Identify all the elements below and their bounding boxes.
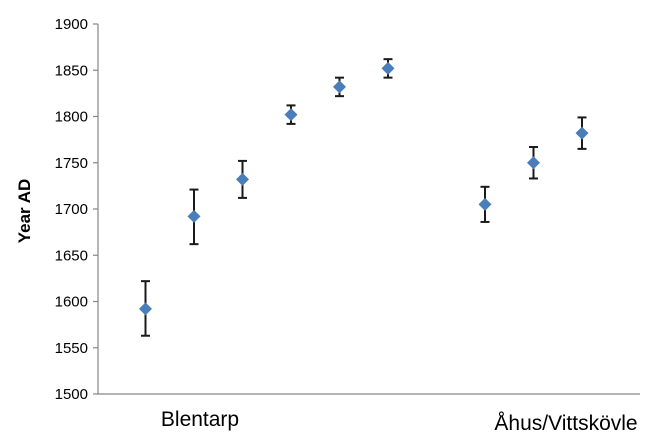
data-points xyxy=(139,58,589,337)
data-point xyxy=(527,146,540,180)
y-tick-label: 1850 xyxy=(55,62,88,79)
y-tick-label: 1650 xyxy=(55,247,88,264)
category-label-blentarp: Blentarp xyxy=(161,408,239,431)
y-tick-label: 1900 xyxy=(55,16,88,33)
data-point xyxy=(187,188,201,246)
y-tick-label: 1500 xyxy=(55,386,88,403)
y-tick-label: 1600 xyxy=(55,294,88,311)
diamond-marker xyxy=(527,156,540,170)
data-point xyxy=(381,58,395,79)
y-tick-label: 1750 xyxy=(55,155,88,172)
data-point xyxy=(284,104,298,125)
data-point xyxy=(575,116,589,150)
data-point xyxy=(478,185,492,223)
diamond-marker xyxy=(139,302,152,316)
diamond-marker xyxy=(333,80,346,94)
y-tick-label: 1550 xyxy=(55,340,88,357)
diamond-marker xyxy=(381,61,395,75)
data-point xyxy=(333,76,346,98)
category-label-ahus-vittskovle: Åhus/Vittskövle xyxy=(494,412,637,435)
y-axis-label: Year AD xyxy=(15,179,34,244)
diamond-marker xyxy=(284,108,298,122)
y-tick-label: 1700 xyxy=(55,201,88,218)
diamond-marker xyxy=(575,126,589,140)
diamond-marker xyxy=(236,172,249,186)
data-point xyxy=(236,159,249,199)
y-axis-ticks: 1500 1550 1600 1650 1700 1750 1800 1850 1900 xyxy=(55,16,98,403)
diamond-marker xyxy=(478,197,492,211)
data-point xyxy=(139,280,152,337)
diamond-marker xyxy=(187,209,201,223)
y-tick-label: 1800 xyxy=(55,109,88,126)
